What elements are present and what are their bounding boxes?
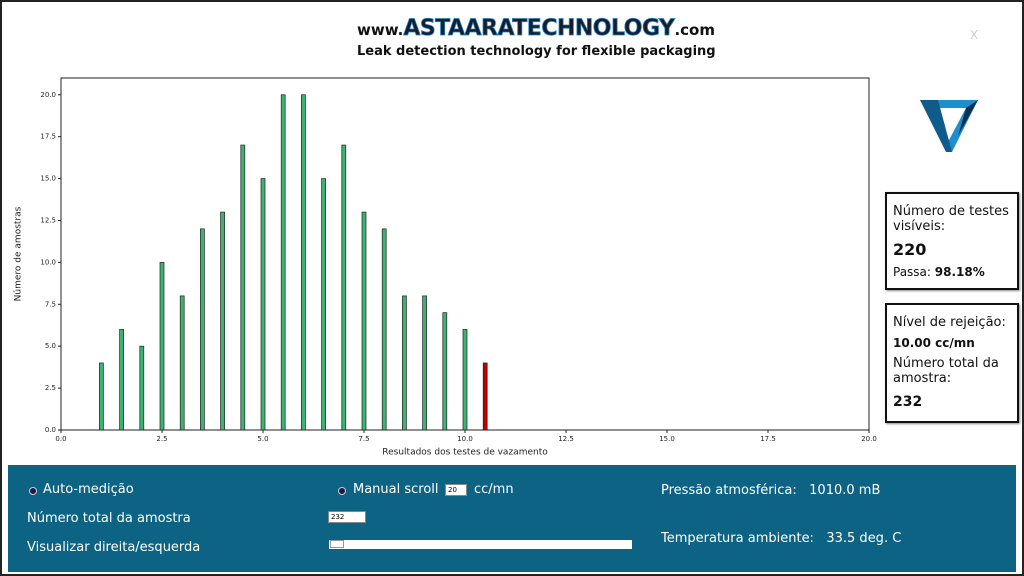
visible-label: Número de testes visíveis: [893,204,1009,234]
visible-value: 220 [893,240,927,259]
visible-tests-panel: Número de testes visíveis: 220 Passa: 98… [885,192,1019,290]
y-tick-label: 15.0 [40,175,56,183]
pass-value: 98.18% [934,265,985,279]
y-tick-label: 0.0 [45,426,56,434]
x-tick-label: 2.5 [156,435,167,443]
bar [260,178,266,431]
y-tick-label: 10.0 [40,258,56,266]
bar [341,144,347,431]
x-tick-label: 10.0 [457,435,473,443]
y-tick-label: 2.5 [45,384,56,392]
manual-label[interactable]: Manual scroll [353,482,439,497]
bar [442,312,448,431]
x-tick-label: 7.5 [358,435,369,443]
scroll-unit: cc/mn [474,482,514,497]
x-tick-label: 5.0 [257,435,268,443]
control-bar: Auto-medição Manual scroll 20 cc/mn Núme… [8,465,1016,572]
auto-radio[interactable] [29,487,37,495]
brand-line: www.ASTAARATECHNOLOGY.com [357,16,715,42]
view-slider[interactable] [329,540,632,549]
total-value: 232 [893,394,923,410]
bar [422,295,427,431]
brand-name: ASTAARATECHNOLOGY [403,16,675,42]
bar [482,362,488,431]
pressure-label: Pressão atmosférica: [661,483,797,498]
auto-label[interactable]: Auto-medição [43,482,134,497]
total-label: Número total da amostra: [893,356,999,386]
bar [361,211,367,431]
y-tick-label: 20.0 [40,91,56,99]
bar [240,144,246,431]
bar [280,94,286,431]
total-sample-label: Número total da amostra [27,511,191,526]
bar [159,262,165,431]
bar [220,211,225,431]
bar [301,94,306,431]
y-tick-label: 5.0 [45,342,56,350]
x-tick-label: 15.0 [659,435,675,443]
rejection-panel: Nível de rejeição: 10.00 cc/mn Número to… [885,303,1019,423]
x-tick-label: 12.5 [558,435,574,443]
temp-label: Temperatura ambiente: [661,531,814,546]
brand-prefix: www. [357,21,404,39]
brand-suffix: .com [674,21,715,39]
pass-label: Passa: [893,265,931,279]
reject-label: Nível de rejeição: [893,315,1006,330]
y-axis-label: Número de amostras [14,206,24,301]
y-tick-label: 12.5 [40,216,56,224]
y-tick-label: 17.5 [40,133,56,141]
y-tick-label: 7.5 [45,300,56,308]
close-button[interactable]: X [970,28,979,42]
chart: Resultados dos testes de vazamento Númer… [14,77,877,458]
bar [462,329,468,431]
bar [402,295,407,431]
x-axis-label: Resultados dos testes de vazamento [382,448,548,458]
slider-handle[interactable] [330,540,344,548]
x-tick-label: 17.5 [760,435,776,443]
logo [920,100,978,152]
bar [179,295,185,431]
reject-value: 10.00 cc/mn [893,336,975,350]
manual-radio[interactable] [338,487,346,495]
bar [321,178,326,431]
pressure-value: 1010.0 mB [809,483,881,498]
bar [381,228,387,431]
bar [99,362,104,431]
bar [119,329,124,431]
tagline: Leak detection technology for flexible p… [357,44,716,59]
view-label: Visualizar direita/esquerda [27,540,201,555]
scroll-input[interactable]: 20 [445,484,467,496]
bar [200,228,205,431]
temp-value: 33.5 deg. C [826,531,902,546]
total-sample-input[interactable]: 232 [328,511,366,523]
bar [139,345,145,431]
x-tick-label: 0.0 [55,435,66,443]
x-tick-label: 20.0 [861,435,877,443]
